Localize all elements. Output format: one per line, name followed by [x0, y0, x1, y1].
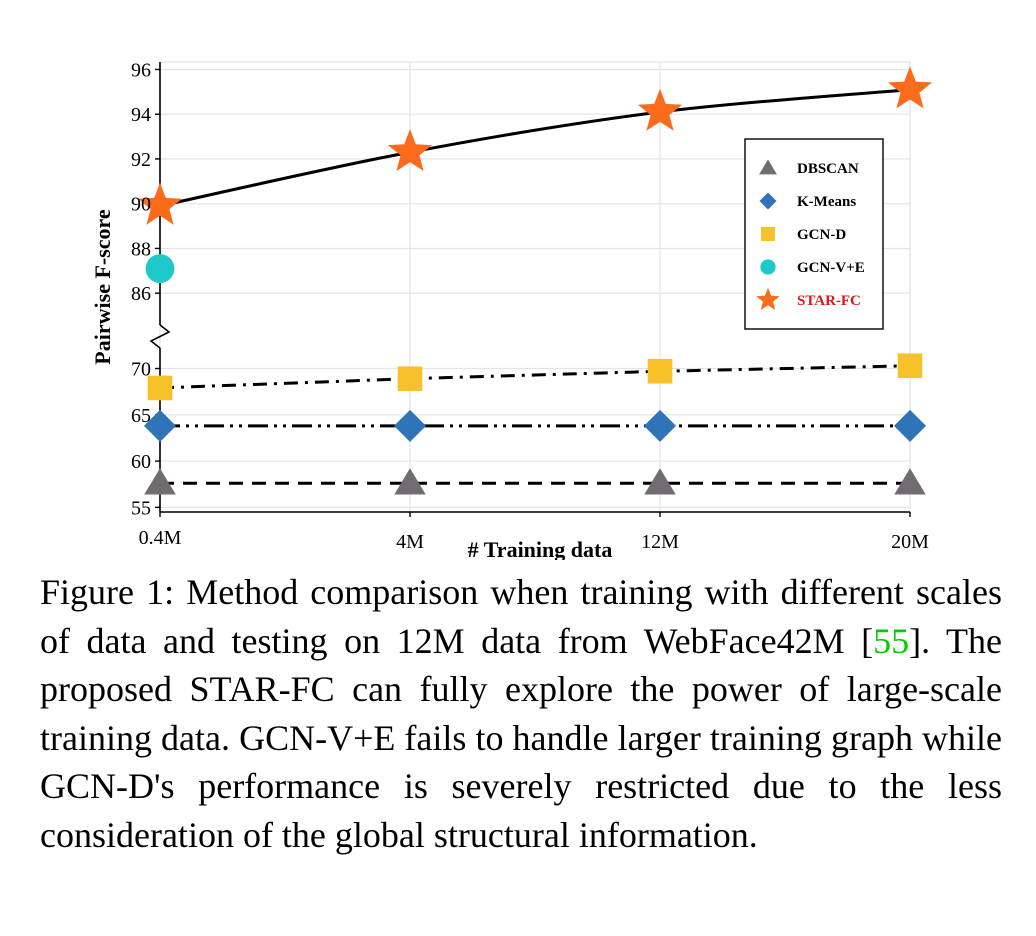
marker-GCN-D-0.4M — [147, 375, 173, 401]
marker-GCN-D-4M — [397, 366, 423, 391]
legend-label-GCN-V+E: GCN-V+E — [797, 260, 865, 276]
axis-break — [149, 324, 171, 349]
y-tick-label-70: 70 — [131, 359, 151, 381]
marker-DBSCAN-4M — [394, 468, 426, 495]
marker-K-Means-12M — [644, 409, 676, 442]
y-tick-label-94: 94 — [131, 104, 151, 126]
caption-citation-link[interactable]: 55 — [873, 620, 910, 661]
caption-text-before-ref: Figure 1: Method comparison when trainin… — [40, 572, 1002, 661]
marker-STAR-FC-0.4M — [137, 182, 183, 225]
legend-marker-GCN-D — [761, 227, 775, 241]
y-tick-label-92: 92 — [131, 149, 151, 171]
marker-STAR-FC-12M — [637, 88, 683, 131]
marker-DBSCAN-12M — [644, 468, 676, 495]
marker-STAR-FC-4M — [387, 129, 433, 171]
marker-K-Means-4M — [394, 409, 426, 442]
marker-STAR-FC-20M — [887, 66, 933, 109]
legend-marker-GCN-V+E — [760, 259, 776, 275]
y-tick-label-60: 60 — [131, 451, 151, 473]
tick-labels: 86 88 90 92 94 96 55 60 65 70 0.4M 4M 12M 20M — [131, 59, 929, 553]
marker-DBSCAN-0.4M — [144, 468, 176, 495]
y-tick-label-86: 86 — [131, 283, 151, 305]
y-tick-label-55: 55 — [131, 497, 151, 519]
series-line-STAR-FC — [159, 88, 911, 208]
legend-label-STAR-FC: STAR-FC — [797, 293, 861, 309]
legend: DBSCAN K-Means GCN-D GCN-V+E STAR-FC — [744, 138, 884, 330]
x-tick-label-4M: 4M — [396, 531, 424, 553]
x-tick-label-0.4M: 0.4M — [139, 527, 182, 549]
legend-label-K-Means: K-Means — [797, 194, 856, 210]
series-markers — [137, 66, 933, 495]
marker-GCN-V+E-0.4M — [145, 254, 175, 283]
figure-caption: Figure 1: Method comparison when trainin… — [40, 568, 1002, 859]
marker-DBSCAN-20M — [894, 468, 926, 495]
marker-GCN-D-12M — [647, 358, 673, 384]
series-lines — [159, 88, 911, 485]
marker-K-Means-20M — [894, 409, 926, 442]
marker-K-Means-0.4M — [144, 409, 176, 442]
x-tick-label-20M: 20M — [891, 531, 929, 553]
y-tick-label-90: 90 — [131, 194, 151, 216]
method-comparison-chart: 86 88 90 92 94 96 55 60 65 70 0.4M 4M 12M 20M # Train… — [90, 59, 933, 560]
legend-label-DBSCAN: DBSCAN — [797, 161, 859, 177]
legend-marker-DBSCAN — [759, 159, 777, 175]
y-tick-label-65: 65 — [131, 405, 151, 427]
y-tick-label-88: 88 — [131, 238, 151, 260]
legend-label-GCN-D: GCN-D — [797, 227, 846, 243]
x-axis-label: # Training data — [468, 537, 613, 560]
series-line-GCN-D — [159, 364, 911, 390]
y-tick-label-96: 96 — [131, 59, 151, 81]
x-tick-label-12M: 12M — [641, 531, 679, 553]
marker-GCN-D-20M — [897, 353, 923, 379]
y-axis-label: Pairwise F-score — [90, 209, 115, 365]
legend-marker-STAR-FC — [756, 287, 780, 310]
legend-marker-K-Means — [759, 192, 777, 210]
caption-text-after-ref: ]. The proposed STAR-FC can fully explor… — [40, 620, 1002, 855]
